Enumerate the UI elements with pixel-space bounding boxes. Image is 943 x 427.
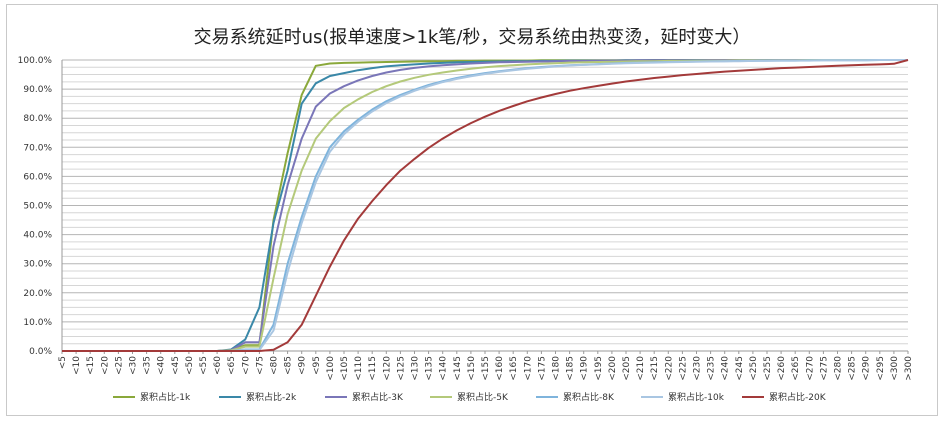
x-tick-label: <35 [143, 356, 153, 375]
legend: 累积占比-1k 累积占比-2k 累积占比-3K 累积占比-5K 累积占比-8K 累积占比-… [113, 391, 827, 403]
x-tick-label: <170 [523, 356, 533, 381]
y-tick-label: 100.0% [18, 56, 53, 66]
x-tick-label: <15 [86, 356, 96, 375]
x-tick-label: <255 [763, 356, 773, 381]
y-tick-label: 20.0% [23, 289, 52, 299]
y-tick-label: 80.0% [23, 114, 52, 124]
x-tick-label: <55 [199, 356, 209, 375]
x-tick-label: <75 [255, 356, 265, 375]
x-tick-label: <155 [481, 356, 491, 381]
legend-label: 累积占比-10k [668, 391, 725, 403]
legend-label: 累积占比-8K [563, 391, 615, 403]
y-tick-label: 60.0% [23, 172, 52, 182]
x-tick-label: <230 [693, 356, 703, 381]
x-tick-label: <220 [664, 356, 674, 381]
x-tick-label: <165 [509, 356, 519, 381]
x-tick-label: <125 [396, 356, 406, 381]
y-tick-label: 40.0% [23, 231, 52, 241]
y-tick-label: 90.0% [23, 85, 52, 95]
x-tick-label: <245 [735, 356, 745, 381]
x-tick-label: <240 [721, 356, 731, 381]
x-axis: <5 <10 <15 <20 <25 <30 <35 <40 <45 <50 <55 <60 <65 <7… [58, 351, 914, 381]
chart-title: 交易系统延时us(报单速度>1k笔/秒，交易系统由热变烫，延时变大） [193, 27, 751, 48]
y-tick-label: 30.0% [23, 260, 52, 270]
x-tick-label: <250 [749, 356, 759, 381]
x-tick-label: <185 [566, 356, 576, 381]
x-tick-label: <105 [340, 356, 350, 381]
x-tick-label: <45 [171, 356, 181, 375]
x-tick-label: <100 [326, 356, 336, 381]
x-tick-label: <60 [213, 356, 223, 375]
x-tick-label: >300 [904, 356, 914, 381]
x-tick-label: <25 [114, 356, 124, 375]
y-tick-label: 0.0% [29, 347, 52, 357]
x-tick-label: <90 [298, 356, 308, 375]
series-lines [62, 59, 909, 352]
legend-label: 累积占比-2k [246, 391, 297, 403]
legend-label: 累积占比-1k [140, 391, 191, 403]
x-tick-label: <145 [453, 356, 463, 381]
y-tick-label: 70.0% [23, 143, 52, 153]
x-tick-label: <215 [650, 356, 660, 381]
x-tick-label: <265 [791, 356, 801, 381]
x-tick-label: <160 [495, 356, 505, 381]
x-tick-label: <120 [382, 356, 392, 381]
x-tick-label: <195 [594, 356, 604, 381]
x-tick-label: <95 [312, 356, 322, 375]
x-tick-label: <70 [241, 356, 251, 375]
x-tick-label: <290 [862, 356, 872, 381]
x-tick-label: <260 [777, 356, 787, 381]
x-tick-label: <175 [537, 356, 547, 381]
x-tick-label: <65 [227, 356, 237, 375]
x-tick-label: <225 [678, 356, 688, 381]
y-axis: 0.0% 10.0% 20.0% 30.0% 40.0% 50.0% 60.0% 70.0% 8… [18, 56, 53, 357]
chart-frame: 交易系统延时us(报单速度>1k笔/秒，交易系统由热变烫，延时变大） [6, 4, 938, 416]
x-tick-label: <20 [100, 356, 110, 375]
legend-label: 累积占比-5K [457, 391, 509, 403]
y-tick-label: 10.0% [23, 318, 52, 328]
legend-label: 累积占比-3K [352, 391, 404, 403]
series-line [62, 59, 909, 352]
x-tick-label: <180 [552, 356, 562, 381]
x-tick-label: <30 [129, 356, 139, 375]
x-tick-label: <115 [368, 356, 378, 381]
x-tick-label: <140 [439, 356, 449, 381]
x-tick-label: <285 [848, 356, 858, 381]
x-tick-label: <130 [411, 356, 421, 381]
x-tick-label: <280 [834, 356, 844, 381]
x-tick-label: <80 [270, 356, 280, 375]
x-tick-label: <205 [622, 356, 632, 381]
legend-label: 累积占比-20K [769, 391, 827, 403]
x-tick-label: <270 [805, 356, 815, 381]
x-tick-label: <150 [467, 356, 477, 381]
x-tick-label: <40 [157, 356, 167, 375]
x-tick-label: <210 [636, 356, 646, 381]
x-tick-label: <200 [608, 356, 618, 381]
x-tick-label: <85 [284, 356, 294, 375]
x-tick-label: <50 [185, 356, 195, 375]
x-tick-label: <275 [819, 356, 829, 381]
gridlines [61, 59, 908, 352]
x-tick-label: <5 [58, 356, 68, 369]
x-tick-label: <135 [425, 356, 435, 381]
x-tick-label: <235 [707, 356, 717, 381]
x-tick-label: <190 [580, 356, 590, 381]
x-tick-label: <110 [354, 356, 364, 381]
x-tick-label: <10 [72, 356, 82, 375]
x-tick-label: <295 [876, 356, 886, 381]
y-tick-label: 50.0% [23, 202, 52, 212]
x-tick-label: <300 [890, 356, 900, 381]
